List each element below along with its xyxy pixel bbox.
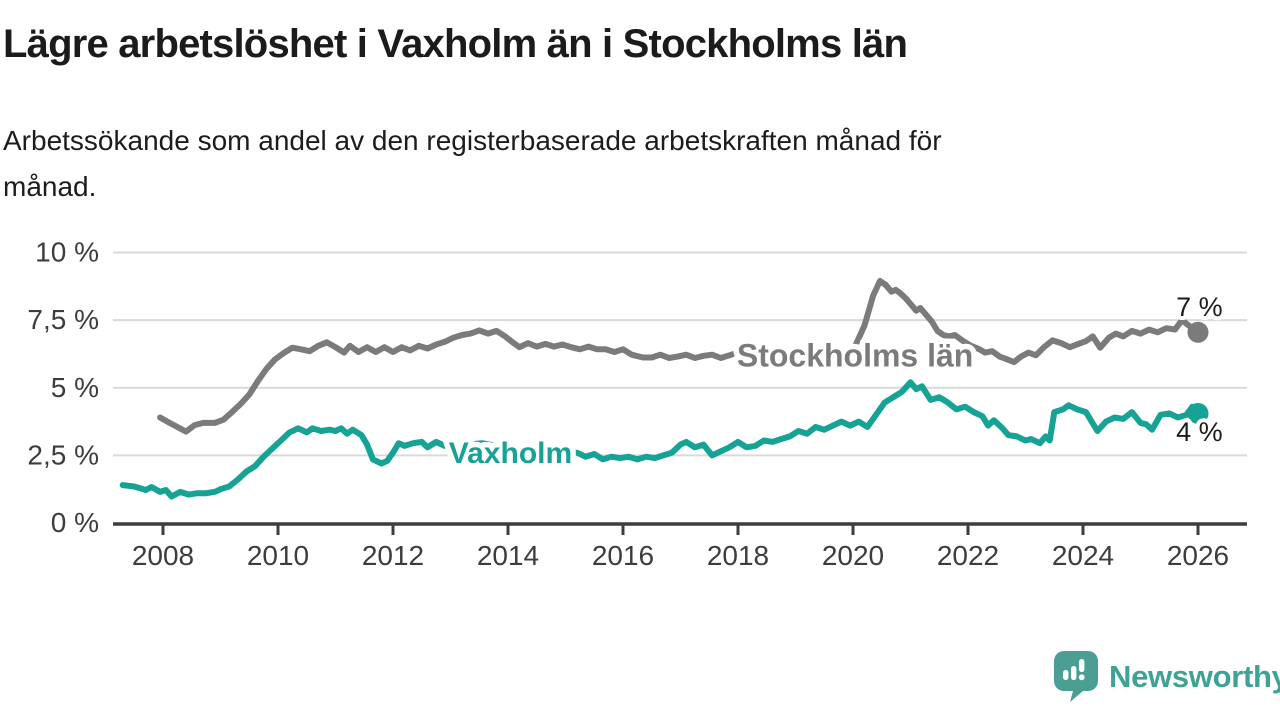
- x-axis-label-2008: 2008: [132, 540, 194, 571]
- series-end-dot-stockholms-l-n: [1187, 321, 1209, 343]
- page-title: Lägre arbetslöshet i Vaxholm än i Stockh…: [3, 22, 908, 66]
- x-axis-label-2016: 2016: [592, 540, 654, 571]
- chart-subtitle-line-1: Arbetssökande som andel av den registerb…: [3, 125, 942, 156]
- x-axis-label-2026: 2026: [1167, 540, 1229, 571]
- x-axis-label-2020: 2020: [822, 540, 884, 571]
- y-axis-label-5: 5 %: [51, 372, 99, 403]
- series-end-label-vaxholm: 4 %: [1176, 417, 1223, 447]
- y-axis-label-10: 10 %: [35, 237, 99, 268]
- x-axis-label-2012: 2012: [362, 540, 424, 571]
- x-axis-label-2018: 2018: [707, 540, 769, 571]
- y-axis-label-7.5: 7,5 %: [27, 304, 99, 335]
- newsworthy-logo-icon: [1054, 651, 1098, 702]
- x-axis-label-2010: 2010: [247, 540, 309, 571]
- series-line-vaxholm: [119, 379, 1201, 500]
- series-line-stockholms-l-n: [157, 277, 1201, 435]
- newsworthy-brand: Newsworthy: [1054, 650, 1280, 704]
- newsworthy-brand-text: Newsworthy: [1109, 659, 1280, 694]
- x-axis-label-2022: 2022: [937, 540, 999, 571]
- y-axis-label-0: 0 %: [51, 507, 99, 538]
- x-axis-label-2014: 2014: [477, 540, 539, 571]
- chart-subtitle-line-2: månad.: [3, 171, 97, 202]
- series-label-stockholms-l-n: Stockholms län: [737, 338, 974, 374]
- chart-subtitle: Arbetssökande som andel av den registerb…: [3, 118, 1253, 210]
- series-end-dot-vaxholm: [1187, 402, 1209, 424]
- y-axis-label-2.5: 2,5 %: [27, 439, 99, 470]
- x-axis-label-2024: 2024: [1052, 540, 1114, 571]
- series-end-label-stockholms-l-n: 7 %: [1176, 292, 1223, 322]
- series-label-vaxholm: Vaxholm: [449, 437, 572, 470]
